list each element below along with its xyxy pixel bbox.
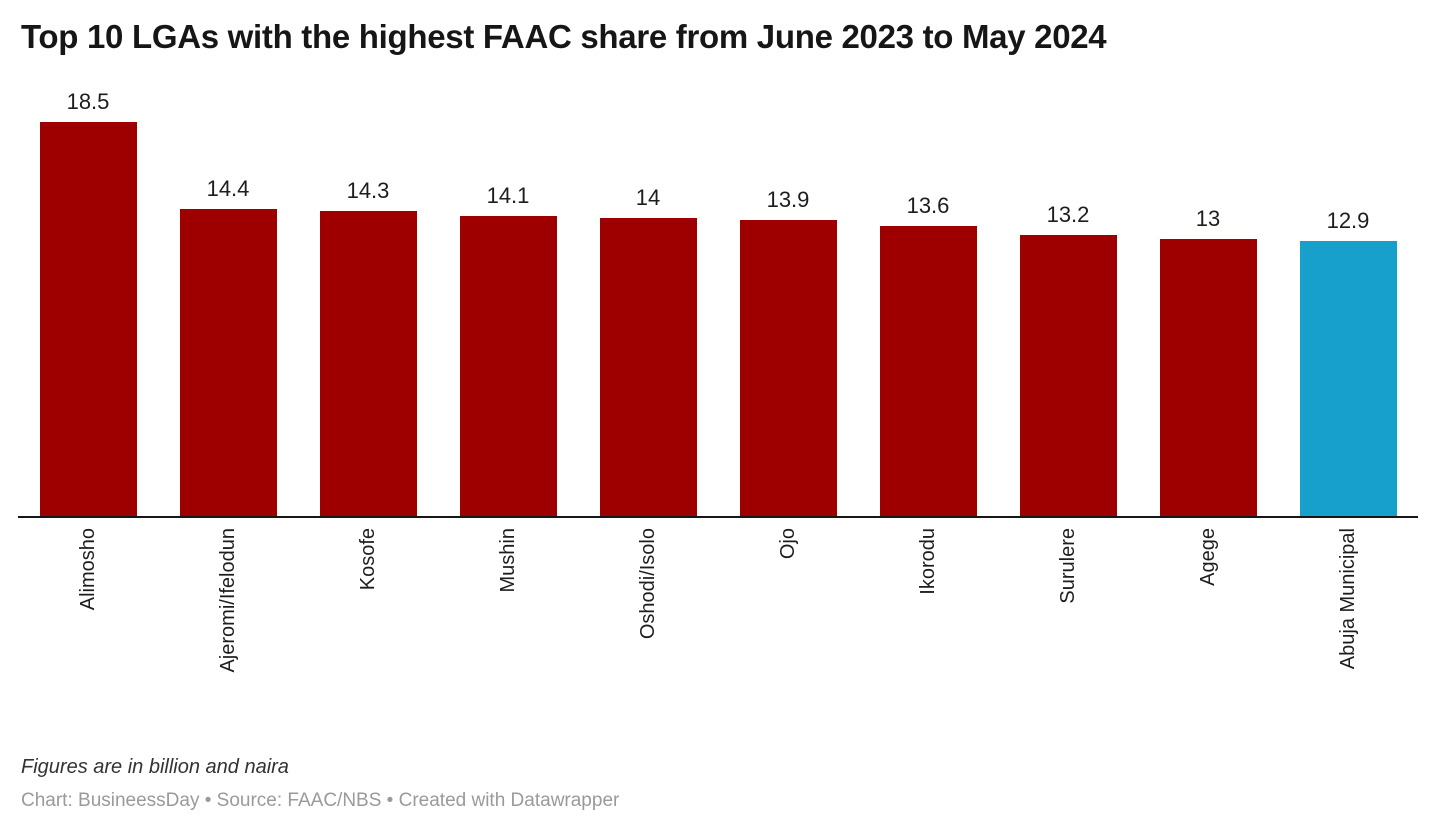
bar xyxy=(459,215,557,516)
x-axis-label: Ojo xyxy=(777,527,799,560)
value-label: 13.9 xyxy=(766,186,810,212)
bar xyxy=(739,219,837,516)
x-label-cell: Oshodi/Isolo xyxy=(578,518,718,732)
bars-row: 18.5 14.4 14.3 14.1 14 13.9 13.6 13.2 13 12.9 xyxy=(18,56,1418,518)
x-axis-label: Alimosho xyxy=(77,527,99,611)
value-label: 14.1 xyxy=(486,182,530,208)
x-label-cell: Surulere xyxy=(998,518,1138,732)
value-label: 13.2 xyxy=(1046,201,1090,227)
x-axis-label: Ajeromi/Ifelodun xyxy=(217,527,239,673)
bar-column: 14.3 xyxy=(298,178,438,516)
value-label: 14.3 xyxy=(346,178,390,204)
chart-title: Top 10 LGAs with the highest FAAC share … xyxy=(21,18,1107,55)
x-label-cell: Abuja Municipal xyxy=(1278,518,1418,732)
x-label-cell: Alimosho xyxy=(18,518,158,732)
value-label: 18.5 xyxy=(66,88,110,114)
value-label: 13.6 xyxy=(906,193,950,219)
bar-column: 13.6 xyxy=(858,193,998,516)
x-axis-label: Agege xyxy=(1197,527,1219,586)
bar-column: 18.5 xyxy=(18,89,158,516)
bar xyxy=(319,211,417,516)
bar xyxy=(1019,234,1117,516)
bar-column: 14.4 xyxy=(158,176,298,516)
x-axis-label: Ikorodu xyxy=(917,527,939,595)
bar-column: 13.2 xyxy=(998,202,1138,516)
bar-column: 14.1 xyxy=(438,183,578,516)
bar-column: 14 xyxy=(578,185,718,516)
x-axis-label: Surulere xyxy=(1057,527,1079,604)
x-label-cell: Ajeromi/Ifelodun xyxy=(158,518,298,732)
x-label-cell: Ojo xyxy=(718,518,858,732)
x-axis-label: Mushin xyxy=(497,527,519,593)
value-label: 13 xyxy=(1195,206,1221,232)
x-axis-label: Abuja Municipal xyxy=(1337,527,1359,670)
attribution: Chart: BusineessDay • Source: FAAC/NBS •… xyxy=(21,789,620,811)
bar-column: 13 xyxy=(1138,206,1278,516)
x-axis-labels: Alimosho Ajeromi/Ifelodun Kosofe Mushin Osho… xyxy=(18,518,1418,732)
bar xyxy=(879,226,977,516)
x-label-cell: Mushin xyxy=(438,518,578,732)
bar xyxy=(39,121,137,516)
bar xyxy=(1159,239,1257,516)
x-label-cell: Agege xyxy=(1138,518,1278,732)
bar-column: 12.9 xyxy=(1278,208,1418,516)
value-label: 12.9 xyxy=(1326,208,1370,234)
x-label-cell: Ikorodu xyxy=(858,518,998,732)
value-label: 14 xyxy=(635,184,661,210)
x-axis-label: Kosofe xyxy=(357,527,379,591)
value-label: 14.4 xyxy=(206,176,250,202)
bar xyxy=(1299,241,1397,516)
bar-chart: 18.5 14.4 14.3 14.1 14 13.9 13.6 13.2 13 12.9 Ali… xyxy=(18,56,1418,732)
bar xyxy=(599,217,697,516)
bar-column: 13.9 xyxy=(718,187,858,516)
x-axis-label: Oshodi/Isolo xyxy=(637,527,659,640)
x-label-cell: Kosofe xyxy=(298,518,438,732)
bar xyxy=(179,209,277,516)
footnote: Figures are in billion and naira xyxy=(21,755,289,778)
